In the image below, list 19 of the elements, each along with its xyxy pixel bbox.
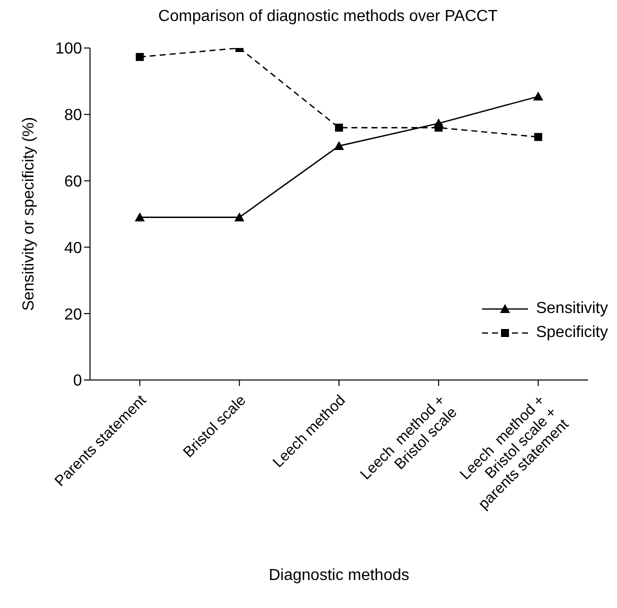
point [334,140,344,150]
x-axis-title: Diagnostic methods [268,567,410,584]
legend-label: Specificity [536,324,608,342]
point [534,132,542,141]
y-tick-label: 20 [64,306,82,324]
y-tick-label: 80 [64,107,82,124]
y-axis-title: Sensitivity or specificity (%) [20,117,38,311]
point [234,212,244,222]
point [136,52,144,61]
legend-label: Sensitivity [536,300,608,318]
point [134,212,145,222]
y-tick-label: 60 [64,173,82,190]
point [533,91,544,100]
point [434,118,444,128]
point [335,124,343,132]
y-tick-label: 100 [55,40,82,58]
chart-title: Comparison of diagnostic methods over PACCT [157,8,499,27]
y-tick-label: 0 [73,372,82,390]
y-tick-label: 40 [64,240,82,257]
